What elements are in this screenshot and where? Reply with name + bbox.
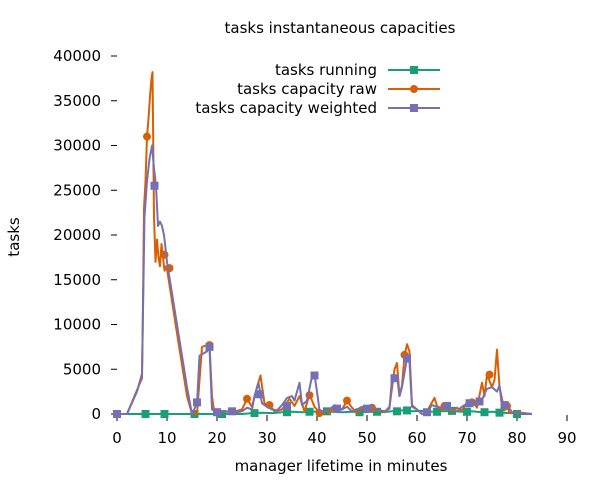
y-tick-label: 10000 <box>53 316 101 334</box>
legend-entry: tasks capacity weighted <box>195 99 440 117</box>
y-tick-label: 25000 <box>53 181 101 199</box>
legend-label: tasks running <box>275 61 377 79</box>
data-point <box>160 410 169 418</box>
data-point <box>213 408 221 417</box>
x-tick-label: 80 <box>507 429 526 447</box>
y-tick-label: 15000 <box>53 271 101 289</box>
data-point <box>143 132 151 141</box>
data-point <box>355 408 364 417</box>
x-tick-label: 0 <box>112 429 122 447</box>
x-tick-label: 40 <box>307 429 326 447</box>
series-tasks-capacity-weighted <box>113 144 533 418</box>
y-axis-label: tasks <box>5 217 23 257</box>
x-tick-label: 70 <box>457 429 476 447</box>
data-point <box>310 371 319 380</box>
series-line-tasks-capacity-weighted <box>117 144 533 415</box>
data-point <box>141 410 150 418</box>
data-point <box>305 407 314 416</box>
y-tick-label: 5000 <box>63 360 101 378</box>
y-tick-label: 35000 <box>53 92 101 110</box>
data-point <box>443 401 451 410</box>
data-point <box>250 409 259 418</box>
x-tick-label: 60 <box>407 429 426 447</box>
data-point <box>500 401 509 410</box>
data-point <box>423 408 431 417</box>
data-point <box>390 374 399 383</box>
data-point <box>373 407 381 416</box>
data-point <box>193 398 201 407</box>
data-point <box>403 406 411 415</box>
data-point <box>343 396 351 405</box>
legend-marker <box>410 85 418 93</box>
data-point <box>283 408 291 417</box>
legend-entry: tasks capacity raw <box>237 80 440 98</box>
series-line-tasks-capacity-raw <box>117 71 533 415</box>
x-axis-label: manager lifetime in minutes <box>235 457 448 475</box>
chart-title: tasks instantaneous capacities <box>225 19 456 37</box>
data-point <box>475 397 484 406</box>
data-point <box>480 408 489 417</box>
x-axis: 0 10 20 30 40 50 60 70 80 90 <box>112 415 577 447</box>
data-point <box>113 410 121 418</box>
plot-area <box>113 71 533 418</box>
y-tick-label: 0 <box>91 405 101 423</box>
x-tick-label: 10 <box>157 429 176 447</box>
x-tick-label: 90 <box>557 429 576 447</box>
data-point <box>228 407 236 416</box>
x-tick-label: 50 <box>357 429 376 447</box>
data-point <box>205 342 214 351</box>
data-point <box>433 407 441 416</box>
legend-entry: tasks running <box>275 61 440 79</box>
data-point <box>283 401 291 410</box>
data-point <box>463 407 471 416</box>
data-point <box>255 390 264 399</box>
legend-label: tasks capacity raw <box>237 80 377 98</box>
data-point <box>465 399 474 408</box>
data-point <box>243 394 251 403</box>
y-tick-label: 20000 <box>53 226 101 244</box>
data-point <box>393 407 401 416</box>
data-point <box>363 404 371 413</box>
data-point <box>485 370 494 379</box>
data-point <box>333 404 341 413</box>
legend-label: tasks capacity weighted <box>195 99 377 117</box>
data-point <box>150 181 159 190</box>
x-tick-label: 20 <box>207 429 226 447</box>
y-axis: 0 5000 10000 15000 20000 25000 30000 35000 40000 <box>53 47 117 423</box>
series-tasks-capacity-raw <box>113 71 533 418</box>
legend-marker <box>410 104 418 112</box>
x-tick-label: 30 <box>257 429 276 447</box>
y-tick-label: 30000 <box>53 137 101 155</box>
legend-marker <box>410 66 418 74</box>
data-point <box>495 408 504 417</box>
data-point <box>403 354 411 363</box>
data-point <box>218 410 226 418</box>
y-tick-label: 40000 <box>53 47 101 65</box>
